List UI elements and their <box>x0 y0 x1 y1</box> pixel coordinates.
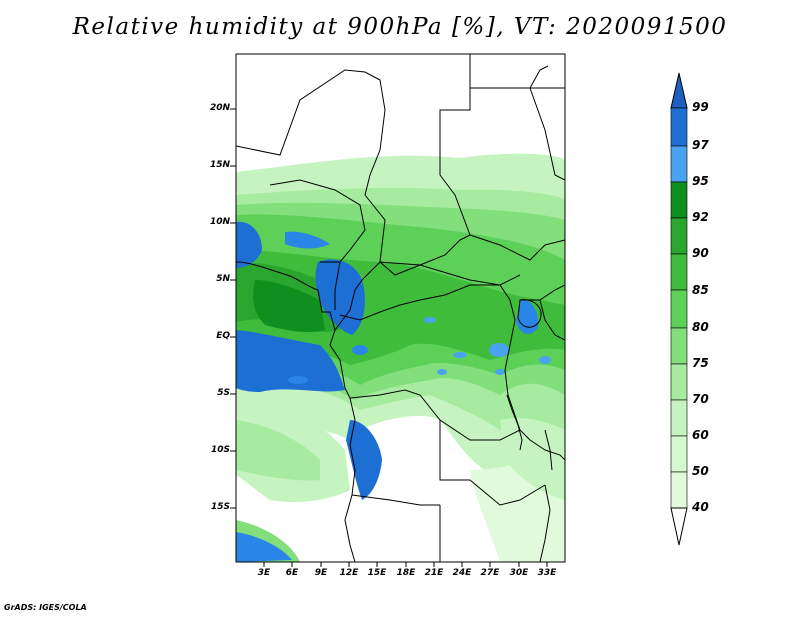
chart-title: Relative humidity at 900hPa [%], VT: 202… <box>72 14 728 40</box>
border-chad <box>364 194 471 276</box>
colorbar <box>670 72 688 546</box>
colorbar-segment-40-50 <box>670 471 688 509</box>
colorbar-segment-75-80 <box>670 327 688 365</box>
border-congo <box>334 279 363 331</box>
colorbar-label-40: 40 <box>692 500 709 514</box>
field-blue-lake-victoria <box>516 299 539 334</box>
coastline-west-africa <box>236 261 356 562</box>
lat-label-10n: 10N <box>209 217 230 227</box>
field-blue-cameroon <box>315 259 365 335</box>
colorbar-segment-80-85 <box>670 289 688 329</box>
colorbar-segment-60-70 <box>670 399 688 437</box>
lat-label-15n: 15N <box>209 160 230 170</box>
border-libya-sudan <box>439 54 471 236</box>
colorbar-segment-97-99 <box>670 107 688 147</box>
grads-credit: GrADS: IGES/COLA <box>4 603 87 612</box>
lat-label-20n: 20N <box>209 103 230 113</box>
border-drc-east <box>504 319 546 451</box>
lon-label-21e: 21E <box>424 568 444 578</box>
lon-label-18e: 18E <box>396 568 416 578</box>
colorbar-label-80: 80 <box>692 320 709 334</box>
lon-ticks <box>263 562 548 567</box>
country-borders <box>236 54 565 562</box>
field-blue-coast-west <box>236 221 262 268</box>
border-sudan-east <box>529 87 565 181</box>
colorbar-label-92: 92 <box>692 210 709 224</box>
field-92-band <box>253 280 325 333</box>
border-sahara-north <box>236 69 386 196</box>
border-uganda-kenya <box>539 299 565 341</box>
lat-label-15s: 15S <box>210 502 230 512</box>
border-drc-north <box>339 284 516 321</box>
lon-label-33e: 33E <box>537 568 557 578</box>
lat-label-eq: EQ <box>216 331 230 341</box>
field-blue-sw <box>236 532 292 562</box>
field-east-lake <box>500 418 565 500</box>
colorbar-segment-95-97 <box>670 145 688 183</box>
field-south-swath-2 <box>236 420 320 481</box>
lon-label-12e: 12E <box>339 568 359 578</box>
colorbar-label-97: 97 <box>692 138 709 152</box>
colorbar-label-60: 60 <box>692 428 709 442</box>
lon-label-27e: 27E <box>480 568 500 578</box>
colorbar-segment-50-60 <box>670 435 688 473</box>
border-east-africa <box>520 284 565 301</box>
lon-label-30e: 30E <box>509 568 529 578</box>
border-car <box>361 261 521 286</box>
map-frame <box>235 53 566 563</box>
border-mozambique <box>539 484 551 562</box>
lon-label-24e: 24E <box>452 568 472 578</box>
border-sudan-south <box>469 234 565 261</box>
colorbar-label-99: 99 <box>692 100 709 114</box>
lat-label-10s: 10S <box>210 445 230 455</box>
field-blue-angola <box>346 420 382 500</box>
lake-victoria <box>517 299 542 328</box>
colorbar-label-85: 85 <box>692 283 709 297</box>
humidity-field <box>236 54 565 562</box>
lon-label-9e: 9E <box>314 568 328 578</box>
colorbar-bottom-arrow <box>670 507 688 546</box>
border-angola-namibia <box>351 494 440 506</box>
lake-malawi <box>544 429 553 471</box>
border-drc-south <box>349 389 521 441</box>
border-nigeria <box>269 179 366 263</box>
lon-label-6e: 6E <box>285 568 299 578</box>
lat-label-5s: 5S <box>217 388 230 398</box>
colorbar-segment-70-75 <box>670 363 688 401</box>
colorbar-top-arrow <box>670 72 688 109</box>
field-blue-gulf <box>236 330 345 392</box>
red-sea-coast <box>529 65 549 89</box>
colorbar-label-75: 75 <box>692 356 709 370</box>
lon-label-15e: 15E <box>367 568 387 578</box>
border-cameroon-east <box>334 261 341 310</box>
lat-ticks <box>230 108 236 509</box>
colorbar-segment-92-95 <box>670 181 688 219</box>
colorbar-label-70: 70 <box>692 392 709 406</box>
lat-label-5n: 5N <box>216 274 230 284</box>
lake-tanganyika <box>506 394 523 451</box>
colorbar-segment-90-92 <box>670 217 688 255</box>
border-angola-zambia <box>439 420 546 506</box>
field-blue-nigeria <box>285 231 330 249</box>
colorbar-label-90: 90 <box>692 246 709 260</box>
lon-label-3e: 3E <box>257 568 271 578</box>
colorbar-label-50: 50 <box>692 464 709 478</box>
colorbar-label-95: 95 <box>692 174 709 188</box>
colorbar-segment-85-90 <box>670 253 688 291</box>
